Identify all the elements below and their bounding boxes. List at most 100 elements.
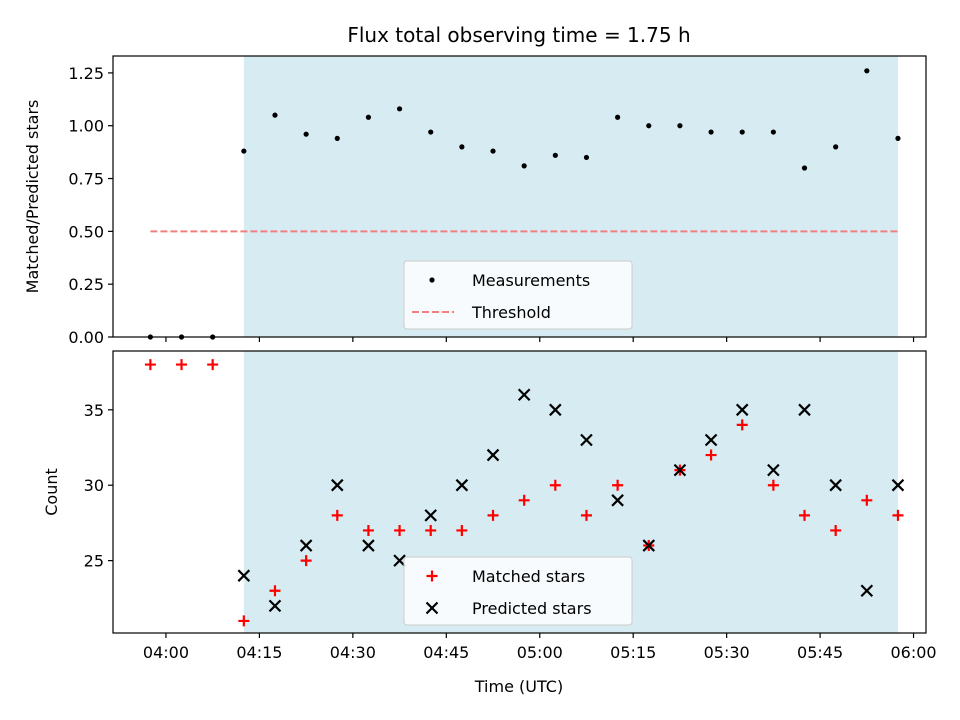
measurement-point <box>864 68 870 74</box>
legend-dot-icon <box>429 277 435 283</box>
predicted-stars-point <box>237 569 251 582</box>
predicted-stars-point <box>549 403 562 417</box>
predicted-stars-point <box>798 403 811 417</box>
measurement-point <box>428 129 434 135</box>
measurement-point <box>490 148 496 154</box>
matched-stars-point <box>300 555 312 567</box>
predicted-stars-point <box>891 478 905 492</box>
measurement-point <box>459 144 465 150</box>
measurement-point <box>365 114 372 120</box>
x-axis-title: Time (UTC) <box>474 677 563 696</box>
measurement-point <box>708 129 714 135</box>
measurement-point <box>583 154 590 161</box>
measurement-point <box>739 129 745 135</box>
predicted-stars-point <box>517 388 531 402</box>
y-tick-label: 0.50 <box>68 222 104 241</box>
legend-cross-icon <box>425 601 439 615</box>
x-tick-label: 04:30 <box>330 643 376 662</box>
matched-stars-point <box>269 585 281 597</box>
x-tick-label: 04:15 <box>236 643 282 662</box>
legend-label: Matched stars <box>472 567 585 586</box>
legend-label: Measurements <box>472 271 590 290</box>
matched-stars-point <box>331 509 343 521</box>
legend-box <box>403 556 633 626</box>
x-tick-label: 05:15 <box>610 643 656 662</box>
matched-stars-point <box>861 494 873 506</box>
legend-plus-icon <box>426 570 438 582</box>
y-tick-label: 0.00 <box>68 328 104 347</box>
y-tick-label: 35 <box>84 401 104 420</box>
measurement-point <box>552 152 558 158</box>
matched-stars-point <box>705 449 717 461</box>
predicted-stars-point <box>611 494 624 507</box>
legend-label: Threshold <box>471 303 551 322</box>
measurement-point <box>241 148 247 154</box>
y-tick-label: 0.75 <box>68 170 104 189</box>
predicted-stars-point <box>486 448 500 462</box>
plot-frame <box>112 350 927 634</box>
y-tick-label: 0.25 <box>68 275 104 294</box>
matched-stars-point <box>612 479 624 491</box>
ratio-panel: 0.00 0.25 0.50 0.75 1.00 1.25 Matched/Predicte… <box>23 55 927 347</box>
matched-stars-point <box>362 524 374 536</box>
y-axis-title: Matched/Predicted stars <box>23 100 42 294</box>
matched-stars-point <box>830 524 842 536</box>
y-tick-label: 25 <box>84 552 104 571</box>
matched-stars-point <box>207 359 219 371</box>
matched-stars-point <box>144 359 156 371</box>
predicted-stars-point <box>860 584 874 598</box>
predicted-stars-point <box>735 403 749 417</box>
matched-stars-point <box>487 509 499 521</box>
measurement-point <box>895 135 901 141</box>
matched-stars-point <box>456 524 468 536</box>
x-tick-label: 04:00 <box>143 643 189 662</box>
predicted-stars-point <box>362 539 375 552</box>
predicted-stars-point <box>829 478 842 492</box>
matched-stars-point <box>176 359 188 371</box>
matched-stars-point <box>394 524 406 536</box>
matched-stars-point <box>238 615 250 627</box>
count-panel: 25 30 35 04:00 04:15 04:30 04:45 05:00 05:15 05:3… <box>42 350 937 662</box>
matched-stars-point <box>736 419 748 431</box>
predicted-stars-point <box>580 433 593 447</box>
matched-stars-point <box>549 479 561 491</box>
legend-box <box>403 260 633 330</box>
measurement-point <box>396 106 403 112</box>
measurement-point <box>677 123 683 129</box>
y-tick-label: 1.00 <box>68 117 104 136</box>
matched-stars-point <box>799 509 811 521</box>
measurement-point <box>801 165 808 171</box>
predicted-stars-point <box>767 463 780 477</box>
x-tick-label: 05:45 <box>797 643 843 662</box>
x-tick-label: 06:00 <box>890 643 936 662</box>
matched-stars-point <box>767 479 779 491</box>
x-tick-label: 05:00 <box>517 643 563 662</box>
predicted-stars-point <box>704 433 718 447</box>
matched-stars-point <box>518 494 530 506</box>
predicted-stars-point <box>299 539 313 552</box>
x-tick-label: 04:45 <box>423 643 469 662</box>
predicted-stars-point <box>642 539 656 552</box>
chart-title: Flux total observing time = 1.75 h <box>347 23 690 47</box>
measurement-point <box>521 163 527 169</box>
matched-stars-point <box>425 524 437 536</box>
y-tick-label: 1.25 <box>68 64 104 83</box>
predicted-stars-point <box>455 478 469 492</box>
measurement-point <box>833 144 839 150</box>
predicted-stars-point <box>268 599 282 613</box>
plot-frame <box>112 55 927 338</box>
measurement-point <box>770 129 776 135</box>
measurement-point <box>303 131 309 137</box>
predicted-stars-point <box>393 554 406 567</box>
y-axis-title: Count <box>42 468 61 516</box>
measurement-point <box>615 114 621 120</box>
y-tick-label: 30 <box>84 476 104 495</box>
matched-stars-point <box>580 509 592 521</box>
predicted-stars-point <box>424 509 438 522</box>
predicted-stars-point <box>330 478 344 492</box>
x-tick-label: 05:30 <box>704 643 750 662</box>
legend-label: Predicted stars <box>472 599 592 618</box>
measurement-point <box>334 135 340 141</box>
measurement-point <box>272 112 278 118</box>
